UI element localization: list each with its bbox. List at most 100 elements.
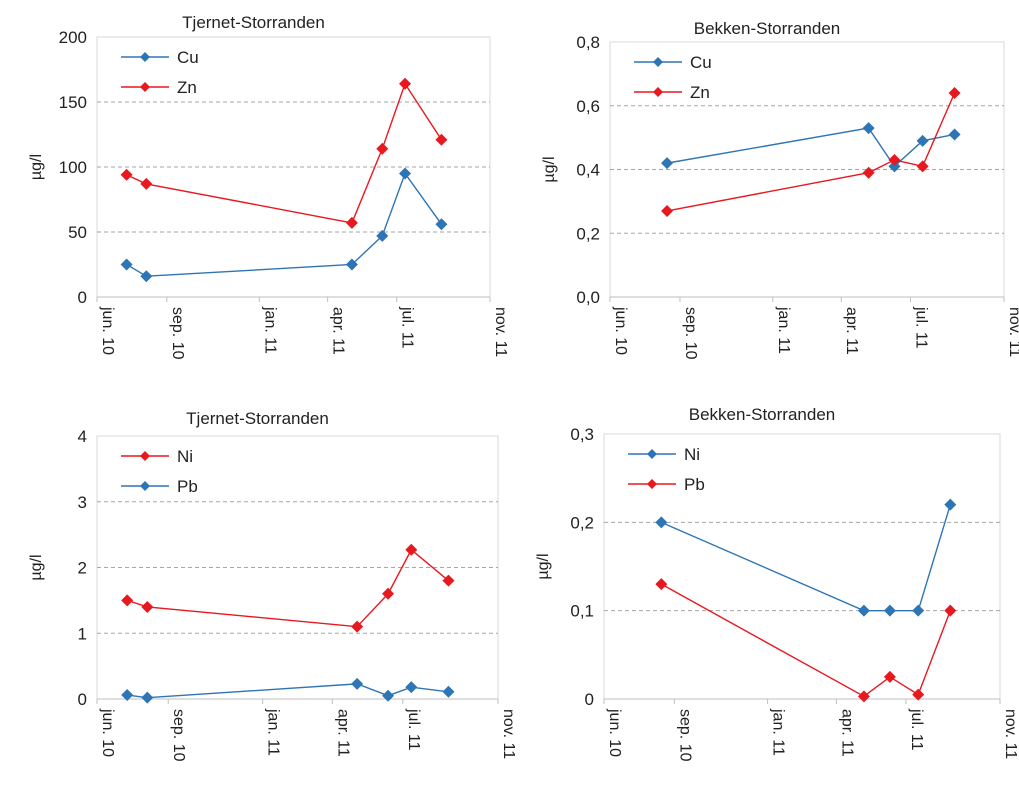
data-point-zn — [120, 168, 133, 181]
data-point-ni — [857, 604, 870, 617]
data-point-cu — [916, 134, 929, 147]
series-line-pb — [660, 583, 951, 698]
y-tick-label: 3 — [78, 493, 87, 512]
series-line-pb — [127, 683, 449, 699]
data-point-ni — [405, 543, 418, 556]
legend-label: Cu — [177, 48, 199, 67]
x-tick-label: apr. 11 — [843, 307, 860, 355]
data-point-zn — [948, 87, 961, 99]
data-point-pb — [351, 677, 364, 690]
data-point-cu — [435, 218, 448, 231]
data-point-zn — [862, 166, 875, 179]
data-point-pb — [405, 681, 418, 694]
legend-label: Ni — [177, 447, 193, 466]
data-point-cu — [120, 258, 133, 271]
data-point-pb — [883, 670, 896, 683]
x-tick-label: jan. 11 — [261, 306, 278, 354]
x-tick-label: sep. 10 — [170, 709, 187, 762]
data-point-pb — [857, 690, 870, 703]
y-tick-label: 0 — [585, 690, 594, 709]
x-tick-label: jul. 11 — [405, 708, 422, 751]
data-point-cu — [140, 270, 153, 283]
data-point-pb — [944, 604, 957, 617]
y-tick-label: 0,1 — [570, 602, 594, 621]
chart-tjernet-ni-pb: 0 1 2 3 4 jun. 10 sep. 10 jan. 11 apr. 11 jul. 11… — [28, 409, 517, 762]
x-tick-label: jun. 10 — [606, 708, 623, 757]
x-tick-label: nov. 11 — [492, 307, 509, 357]
x-tick-label: nov. 11 — [500, 709, 517, 759]
y-tick-label: 50 — [68, 223, 87, 242]
data-point-pb — [655, 578, 668, 591]
y-tick-label: 100 — [59, 158, 87, 177]
legend-label: Pb — [684, 475, 705, 494]
chart-title: Bekken-Storranden — [689, 405, 835, 424]
data-point-ni — [382, 587, 395, 600]
y-tick-label: 1 — [78, 624, 87, 643]
data-point-ni — [351, 620, 364, 633]
x-tick-label: jun. 10 — [99, 708, 116, 757]
y-tick-label: 0,0 — [576, 288, 600, 307]
data-point-cu — [399, 167, 412, 180]
y-axis-label: µg/l — [28, 154, 45, 180]
y-tick-label: 0,8 — [576, 33, 600, 52]
y-tick-label: 0,2 — [576, 224, 600, 243]
series-line-ni — [126, 548, 449, 628]
legend-label: Cu — [690, 53, 712, 72]
x-tick-label: nov. 11 — [1002, 709, 1019, 759]
data-point-ni — [655, 516, 668, 529]
data-point-ni — [944, 498, 957, 511]
legend-marker — [653, 87, 663, 97]
x-tick-label: jul. 11 — [908, 708, 925, 751]
data-point-zn — [916, 160, 929, 173]
legend-marker — [647, 449, 657, 459]
y-tick-label: 0 — [78, 690, 87, 709]
data-point-pb — [121, 689, 134, 702]
x-tick-label: apr. 11 — [330, 307, 347, 355]
data-point-zn — [345, 216, 358, 229]
data-point-cu — [888, 160, 901, 173]
x-tick-label: nov. 11 — [1006, 307, 1019, 357]
legend-marker — [140, 52, 150, 62]
x-tick-label: sep. 10 — [169, 307, 186, 360]
series-line-cu — [666, 127, 955, 168]
data-point-cu — [948, 128, 961, 141]
y-tick-label: 0,3 — [570, 425, 594, 444]
chart-title: Tjernet-Storranden — [182, 13, 325, 32]
legend-marker — [653, 57, 663, 67]
y-axis-label: µg/l — [535, 553, 552, 579]
y-tick-label: 200 — [59, 28, 87, 47]
series-line-ni — [661, 504, 951, 612]
data-point-ni — [912, 604, 925, 617]
x-tick-label: jan. 11 — [770, 708, 787, 756]
legend-marker — [140, 82, 150, 92]
legend-label: Pb — [177, 477, 198, 496]
chart-tjernet-cu-zn: 0 50 100 150 200 jun. 10 sep. 10 jan. 11 apr. 11… — [28, 13, 509, 360]
data-point-zn — [888, 153, 901, 166]
y-axis-label: µg/l — [28, 554, 45, 580]
x-tick-label: jul. 11 — [912, 306, 929, 349]
x-tick-label: jan. 11 — [775, 306, 792, 354]
plot-frame — [96, 435, 499, 700]
data-point-zn — [376, 142, 389, 155]
y-tick-label: 0,6 — [576, 97, 600, 116]
data-point-ni — [442, 574, 455, 587]
legend-label: Zn — [177, 78, 197, 97]
data-point-pb — [382, 689, 395, 702]
data-point-ni — [121, 594, 134, 607]
data-point-pb — [442, 685, 455, 698]
y-tick-label: 0,4 — [576, 161, 600, 180]
plot-frame — [603, 433, 1001, 700]
x-tick-label: sep. 10 — [676, 709, 693, 762]
data-point-pb — [141, 691, 154, 704]
x-tick-label: jul. 11 — [399, 306, 416, 349]
chart-bekken-cu-zn: 0,0 0,2 0,4 0,6 0,8 jun. 10 sep. 10 jan. 11 apr.… — [541, 19, 1019, 360]
data-point-pb — [912, 688, 925, 701]
y-tick-label: 0,2 — [570, 513, 594, 532]
y-tick-label: 150 — [59, 93, 87, 112]
legend-marker — [140, 451, 150, 461]
data-point-zn — [661, 204, 674, 217]
x-tick-label: jan. 11 — [265, 708, 282, 756]
series-line-zn — [666, 92, 956, 212]
legend-marker — [140, 481, 150, 491]
data-point-cu — [862, 122, 875, 135]
